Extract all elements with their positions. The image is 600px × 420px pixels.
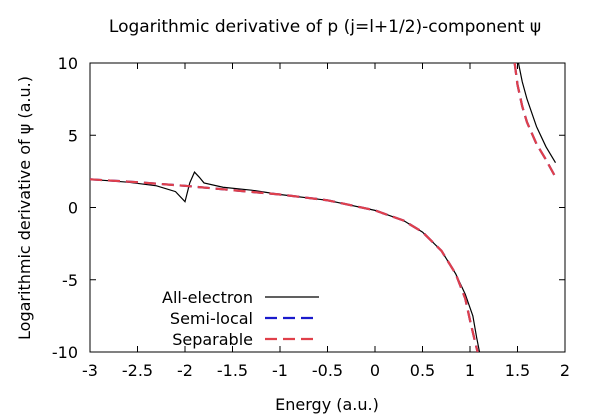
legend-label: All-electron [162, 288, 253, 307]
x-tick-label: 0.5 [410, 361, 435, 380]
x-tick-label: -0.5 [312, 361, 343, 380]
series-line-all-electron [517, 63, 557, 164]
x-axis-label: Energy (a.u.) [275, 395, 379, 414]
y-tick-label: -10 [52, 343, 78, 362]
x-tick-label: 0 [370, 361, 380, 380]
legend-label: Semi-local [170, 309, 253, 328]
series-line-all-electron [90, 171, 481, 352]
x-tick-label: 1.5 [505, 361, 530, 380]
y-tick-label: 10 [58, 54, 78, 73]
x-tick-label: -2 [177, 361, 193, 380]
series-line-semi-local [90, 178, 479, 352]
x-axis: -3 -2.5 -2 -1.5 -1 -0.5 0 0.5 1 1.5 2 [82, 63, 570, 380]
x-tick-label: -2.5 [122, 361, 153, 380]
series-line-separable [513, 63, 557, 178]
plot-area: -3 -2.5 -2 -1.5 -1 -0.5 0 0.5 1 1.5 2 -10 -5 0 5 10 [52, 54, 570, 380]
plot-frame [89, 62, 566, 353]
x-tick-label: -1.5 [217, 361, 248, 380]
chart-title: Logarithmic derivative of p (j=l+1/2)-co… [109, 17, 541, 37]
x-tick-label: 2 [560, 361, 570, 380]
y-tick-label: 0 [68, 199, 78, 218]
legend-label: Separable [172, 330, 253, 349]
legend: All-electron Semi-local Separable [162, 288, 319, 349]
x-tick-label: -1 [272, 361, 288, 380]
y-axis-label: Logarithmic derivative of ψ (a.u.) [15, 76, 34, 340]
x-tick-label: -3 [82, 361, 98, 380]
x-tick-label: 1 [465, 361, 475, 380]
y-axis: -10 -5 0 5 10 [52, 54, 565, 362]
y-tick-label: 5 [68, 126, 78, 145]
series-lines [90, 63, 557, 352]
y-tick-label: -5 [62, 271, 78, 290]
series-line-semi-local [513, 63, 557, 178]
series-line-separable [90, 178, 479, 352]
